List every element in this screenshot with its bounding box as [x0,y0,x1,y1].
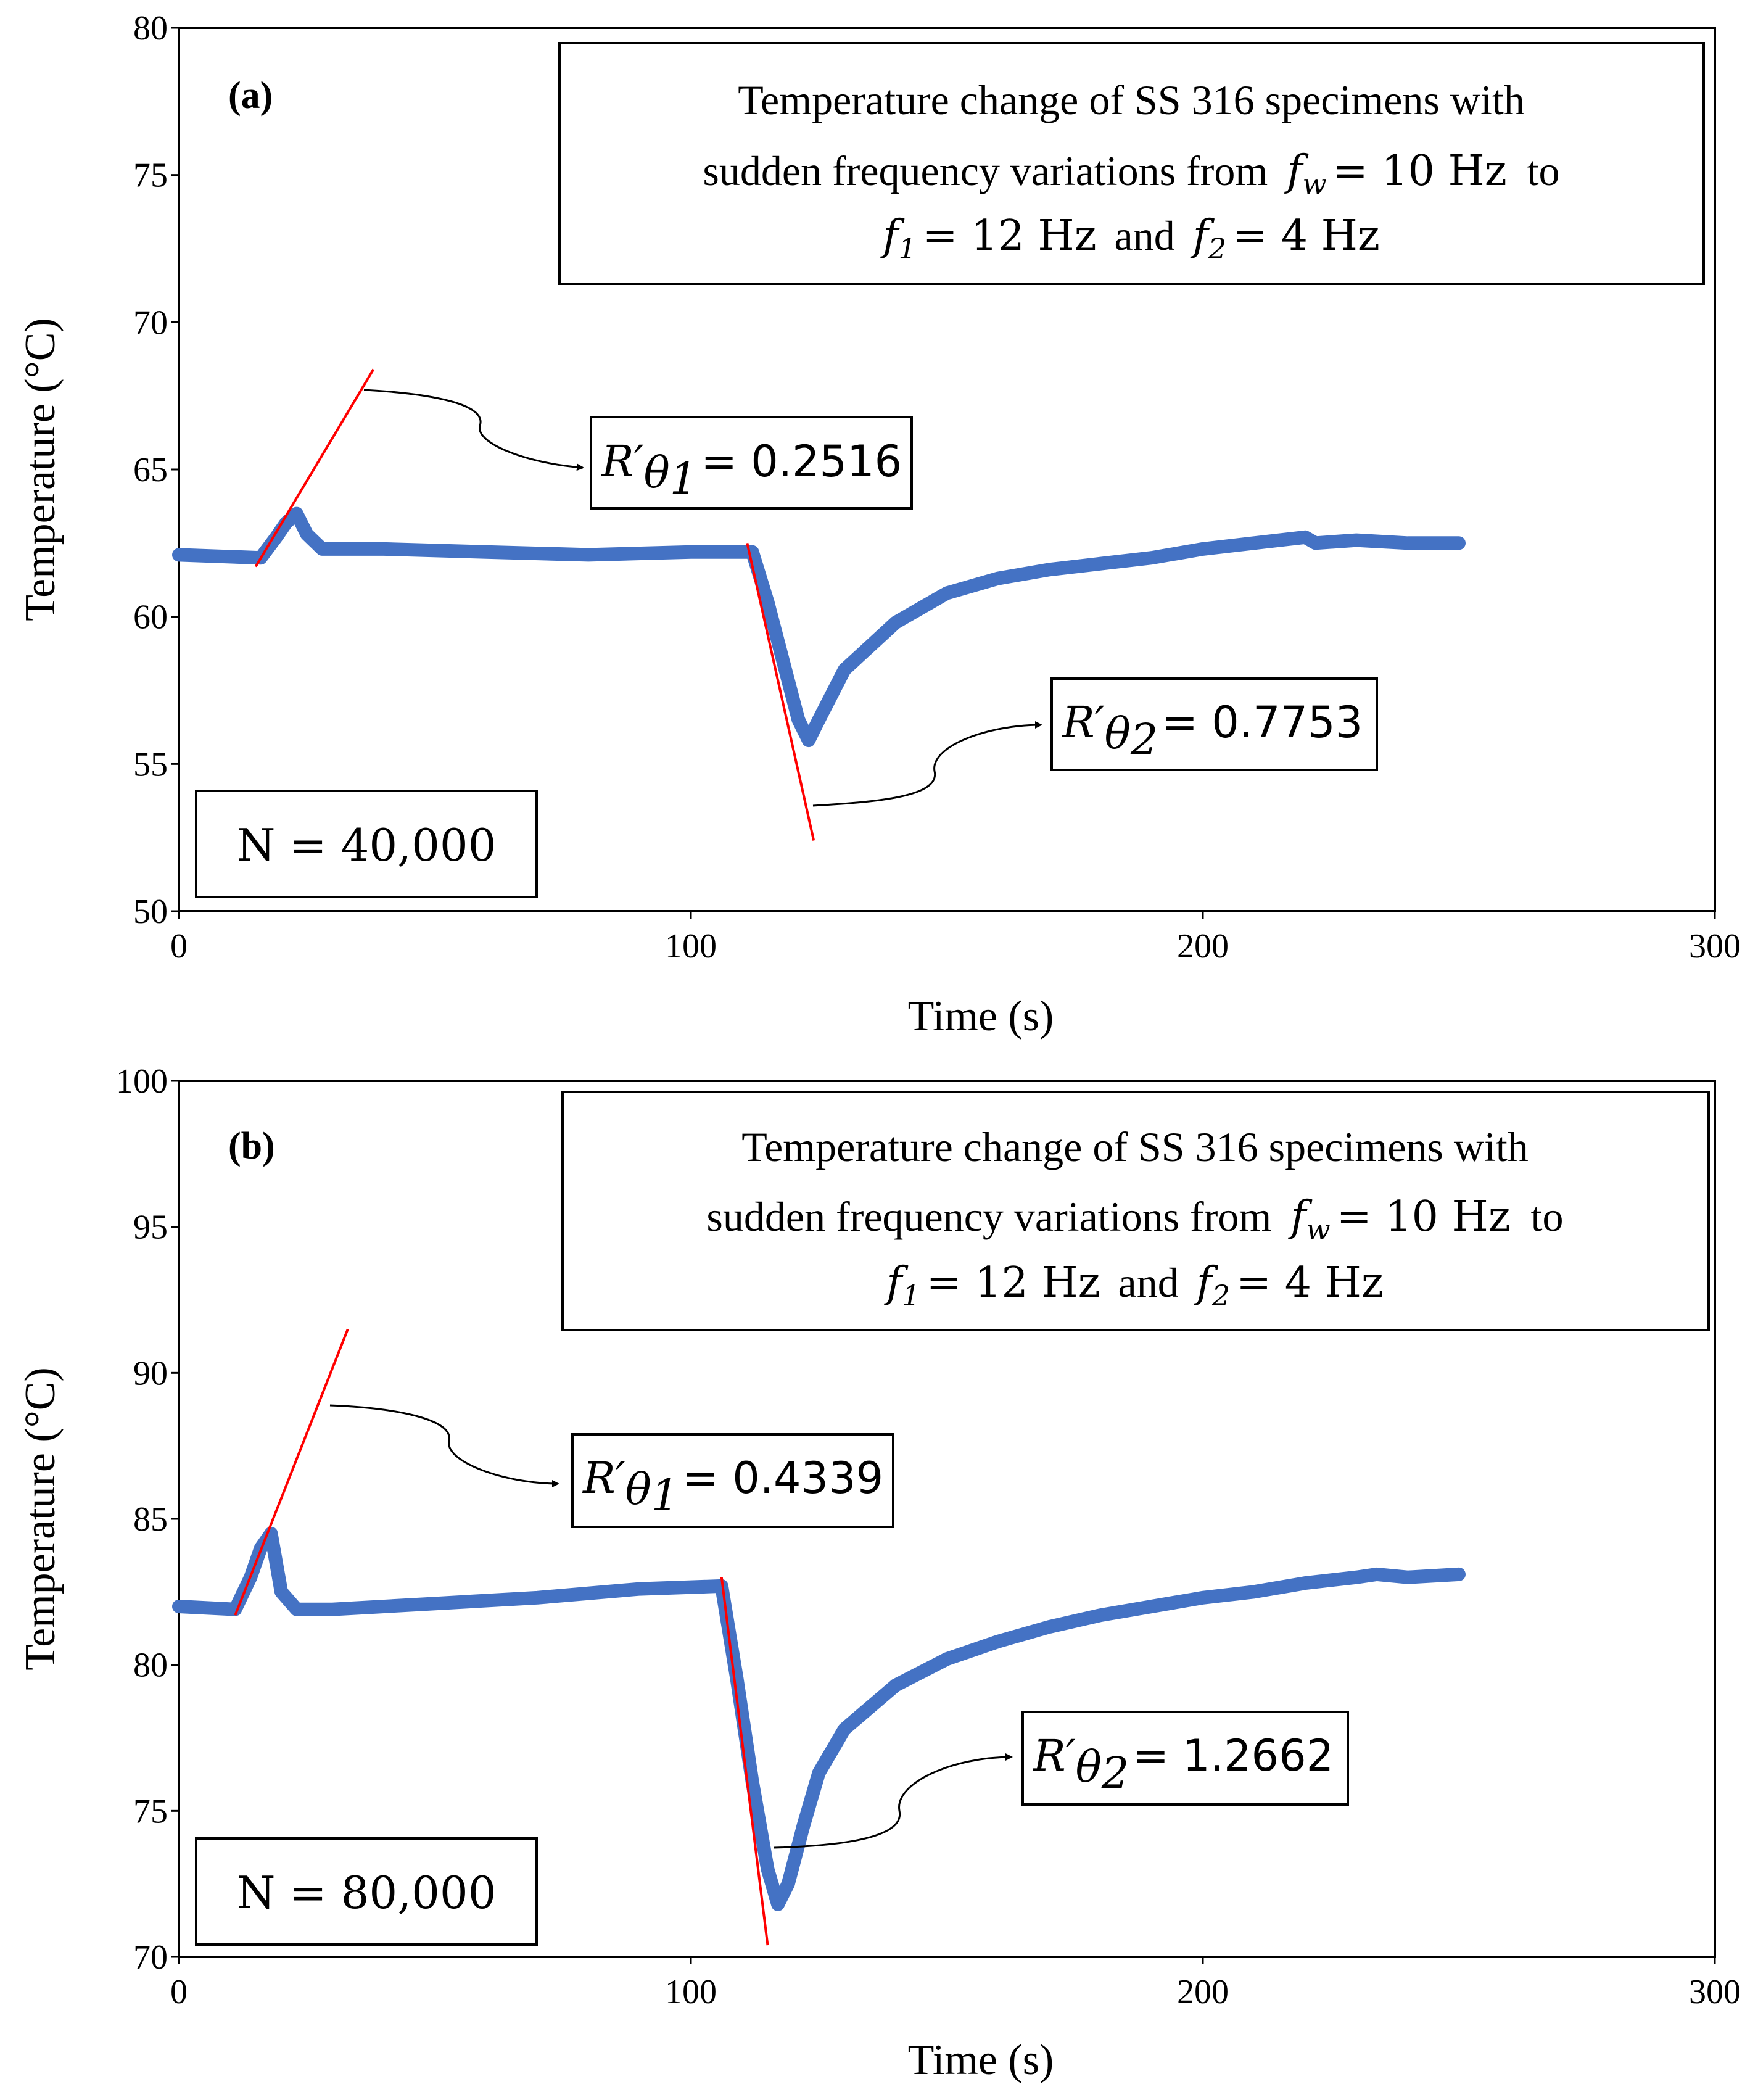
rate-box-2-frame [1021,1711,1349,1806]
x-tick-label: 300 [1689,927,1741,965]
y-tick-label: 55 [133,745,168,783]
rate-value-1: R′θ1= 0.4339 [582,1453,883,1521]
rate-arrow-1 [329,1404,559,1487]
rate-arrow-1 [363,389,584,471]
rate-value-1: R′θ1= 0.2516 [600,436,902,504]
y-tick-label: 85 [133,1500,168,1539]
panel-label: (b) [228,1125,275,1167]
title-box: Temperature change of SS 316 specimens w… [561,1091,1710,1331]
temperature-series [172,506,1466,748]
panel-b: 70 75 80 85 90 95 100 0 100 200 300 Temperature (… [17,1062,1741,2084]
tick-marks [171,1080,1716,1964]
x-tick-label: 200 [1177,927,1229,965]
temperature-series [172,1526,1466,1911]
rate-arrow-2 [774,1753,1013,1849]
tangent-line-2 [746,542,815,841]
y-tick-labels: 50 55 60 65 70 75 80 [133,9,168,931]
n-box-frame [195,790,538,898]
title-line-2: sudden frequency variations from fw = 10 … [706,1193,1563,1246]
y-tick-label: 60 [133,598,168,637]
y-tick-label: 50 [133,893,168,931]
tangent-line-1 [234,1328,349,1616]
rate-box-1-frame [571,1433,894,1528]
title-box-frame [558,42,1705,285]
y-tick-label: 75 [133,1792,168,1830]
x-tick-label: 200 [1177,1973,1229,2011]
rate-arrow-2 [812,721,1042,807]
title-line-3: f1 = 12 Hz and f2 = 4 Hz [883,1259,1384,1312]
y-axis-title: Temperature (°C) [17,318,64,621]
n-label: N = 40,000 [236,819,496,871]
x-tick-label: 0 [170,927,188,965]
y-tick-label: 70 [133,304,168,342]
x-tick-label: 100 [665,927,717,965]
y-tick-label: 95 [133,1209,168,1247]
y-tick-label: 80 [133,1647,168,1685]
x-axis-title: Time (s) [908,993,1054,1040]
x-tick-label: 100 [665,1973,717,2011]
x-tick-label: 300 [1689,1973,1741,2011]
rate-value-2: R′θ2= 1.2662 [1032,1730,1334,1798]
title-line-1: Temperature change of SS 316 specimens w… [741,1123,1529,1170]
y-tick-label: 75 [133,157,168,195]
rate-box-2: R′θ2= 1.2662 [774,1711,1349,1849]
y-tick-label: 70 [133,1938,168,1977]
tangent-line-1 [254,368,375,568]
y-tick-labels: 70 75 80 85 90 95 100 [116,1062,168,1977]
title-line-1: Temperature change of SS 316 specimens w… [738,76,1525,123]
title-box: Temperature change of SS 316 specimens w… [558,42,1705,285]
y-tick-label: 100 [116,1062,168,1101]
x-axis-title: Time (s) [908,2036,1054,2084]
x-tick-labels: 0 100 200 300 [170,1973,1741,2011]
y-tick-label: 65 [133,451,168,489]
x-tick-labels: 0 100 200 300 [170,927,1741,965]
title-line-2-text: sudden frequency variations from [706,1193,1271,1240]
rate-box-2-frame [1050,677,1378,771]
rate-box-2: R′θ2= 0.7753 [812,677,1378,807]
title-box-frame [561,1091,1710,1331]
n-box: N = 80,000 [195,1837,538,1946]
panel-label: (a) [228,75,273,117]
tick-marks [171,27,1716,919]
panel-a: 50 55 60 65 70 75 80 0 100 200 300 Temperature (°… [17,9,1741,1040]
y-tick-label: 90 [133,1354,168,1392]
n-label: N = 80,000 [236,1867,496,1919]
rate-box-1-frame [590,416,913,510]
x-tick-label: 0 [170,1973,188,2011]
rate-value-2: R′θ2= 0.7753 [1061,697,1363,765]
y-axis-title: Temperature (°C) [17,1367,64,1670]
rate-box-1: R′θ1= 0.4339 [329,1404,894,1528]
n-box-frame [195,1837,538,1946]
rate-box-1: R′θ1= 0.2516 [363,389,913,510]
title-line-2: sudden frequency variations from fw = 10 … [703,147,1559,200]
title-line-3: f1 = 12 Hz and f2 = 4 Hz [880,212,1380,265]
n-box: N = 40,000 [195,790,538,898]
title-line-2-text: sudden frequency variations from [703,147,1268,194]
tangent-line-2 [720,1577,769,1946]
y-tick-label: 80 [133,9,168,48]
